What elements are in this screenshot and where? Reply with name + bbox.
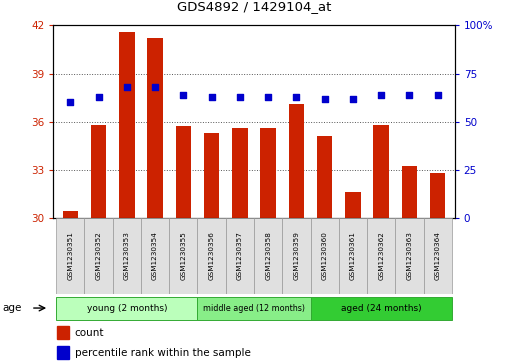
Bar	[373, 125, 389, 218]
Text: GSM1230360: GSM1230360	[322, 232, 328, 280]
FancyBboxPatch shape	[226, 218, 254, 294]
Bar	[402, 167, 417, 218]
Text: GDS4892 / 1429104_at: GDS4892 / 1429104_at	[177, 0, 331, 13]
Bar	[176, 126, 191, 218]
Point	[208, 94, 216, 99]
Text: GSM1230362: GSM1230362	[378, 232, 384, 280]
Bar	[62, 211, 78, 218]
FancyBboxPatch shape	[84, 218, 113, 294]
Point	[151, 84, 159, 90]
FancyBboxPatch shape	[339, 218, 367, 294]
Point	[292, 94, 300, 99]
FancyBboxPatch shape	[395, 218, 424, 294]
Bar	[204, 133, 219, 218]
Bar	[57, 346, 69, 359]
Text: aged (24 months): aged (24 months)	[341, 303, 422, 313]
Bar	[317, 136, 332, 218]
Point	[405, 92, 414, 98]
Text: GSM1230364: GSM1230364	[435, 232, 441, 280]
Text: GSM1230355: GSM1230355	[180, 232, 186, 280]
Text: GSM1230352: GSM1230352	[96, 232, 102, 280]
Text: GSM1230356: GSM1230356	[209, 232, 214, 280]
Text: GSM1230354: GSM1230354	[152, 232, 158, 280]
FancyBboxPatch shape	[198, 218, 226, 294]
Point	[349, 95, 357, 101]
Bar	[91, 125, 106, 218]
Text: percentile rank within the sample: percentile rank within the sample	[75, 348, 250, 358]
FancyBboxPatch shape	[113, 218, 141, 294]
Text: count: count	[75, 328, 104, 338]
Bar	[57, 326, 69, 339]
Point	[321, 95, 329, 101]
Text: young (2 months): young (2 months)	[86, 303, 167, 313]
FancyBboxPatch shape	[310, 218, 339, 294]
FancyBboxPatch shape	[141, 218, 169, 294]
Point	[123, 84, 131, 90]
Text: GSM1230353: GSM1230353	[124, 232, 130, 280]
FancyBboxPatch shape	[254, 218, 282, 294]
FancyBboxPatch shape	[310, 297, 452, 320]
Bar	[119, 32, 135, 218]
Text: GSM1230358: GSM1230358	[265, 232, 271, 280]
FancyBboxPatch shape	[424, 218, 452, 294]
Text: GSM1230363: GSM1230363	[406, 232, 412, 280]
Text: middle aged (12 months): middle aged (12 months)	[203, 303, 305, 313]
Bar	[261, 128, 276, 218]
FancyBboxPatch shape	[282, 218, 310, 294]
Point	[179, 92, 187, 98]
Bar	[147, 38, 163, 218]
Point	[264, 94, 272, 99]
Text: GSM1230361: GSM1230361	[350, 232, 356, 280]
Bar	[345, 192, 361, 218]
FancyBboxPatch shape	[198, 297, 310, 320]
Point	[236, 94, 244, 99]
Point	[94, 94, 103, 99]
Bar	[430, 173, 446, 218]
Bar	[232, 128, 247, 218]
FancyBboxPatch shape	[56, 297, 198, 320]
FancyBboxPatch shape	[367, 218, 395, 294]
Text: GSM1230359: GSM1230359	[294, 232, 299, 280]
Point	[434, 92, 442, 98]
Text: GSM1230351: GSM1230351	[67, 232, 73, 280]
Bar	[289, 104, 304, 218]
FancyBboxPatch shape	[56, 218, 84, 294]
Text: GSM1230357: GSM1230357	[237, 232, 243, 280]
Text: age: age	[3, 303, 22, 313]
FancyBboxPatch shape	[169, 218, 198, 294]
Point	[66, 99, 74, 105]
Point	[377, 92, 385, 98]
